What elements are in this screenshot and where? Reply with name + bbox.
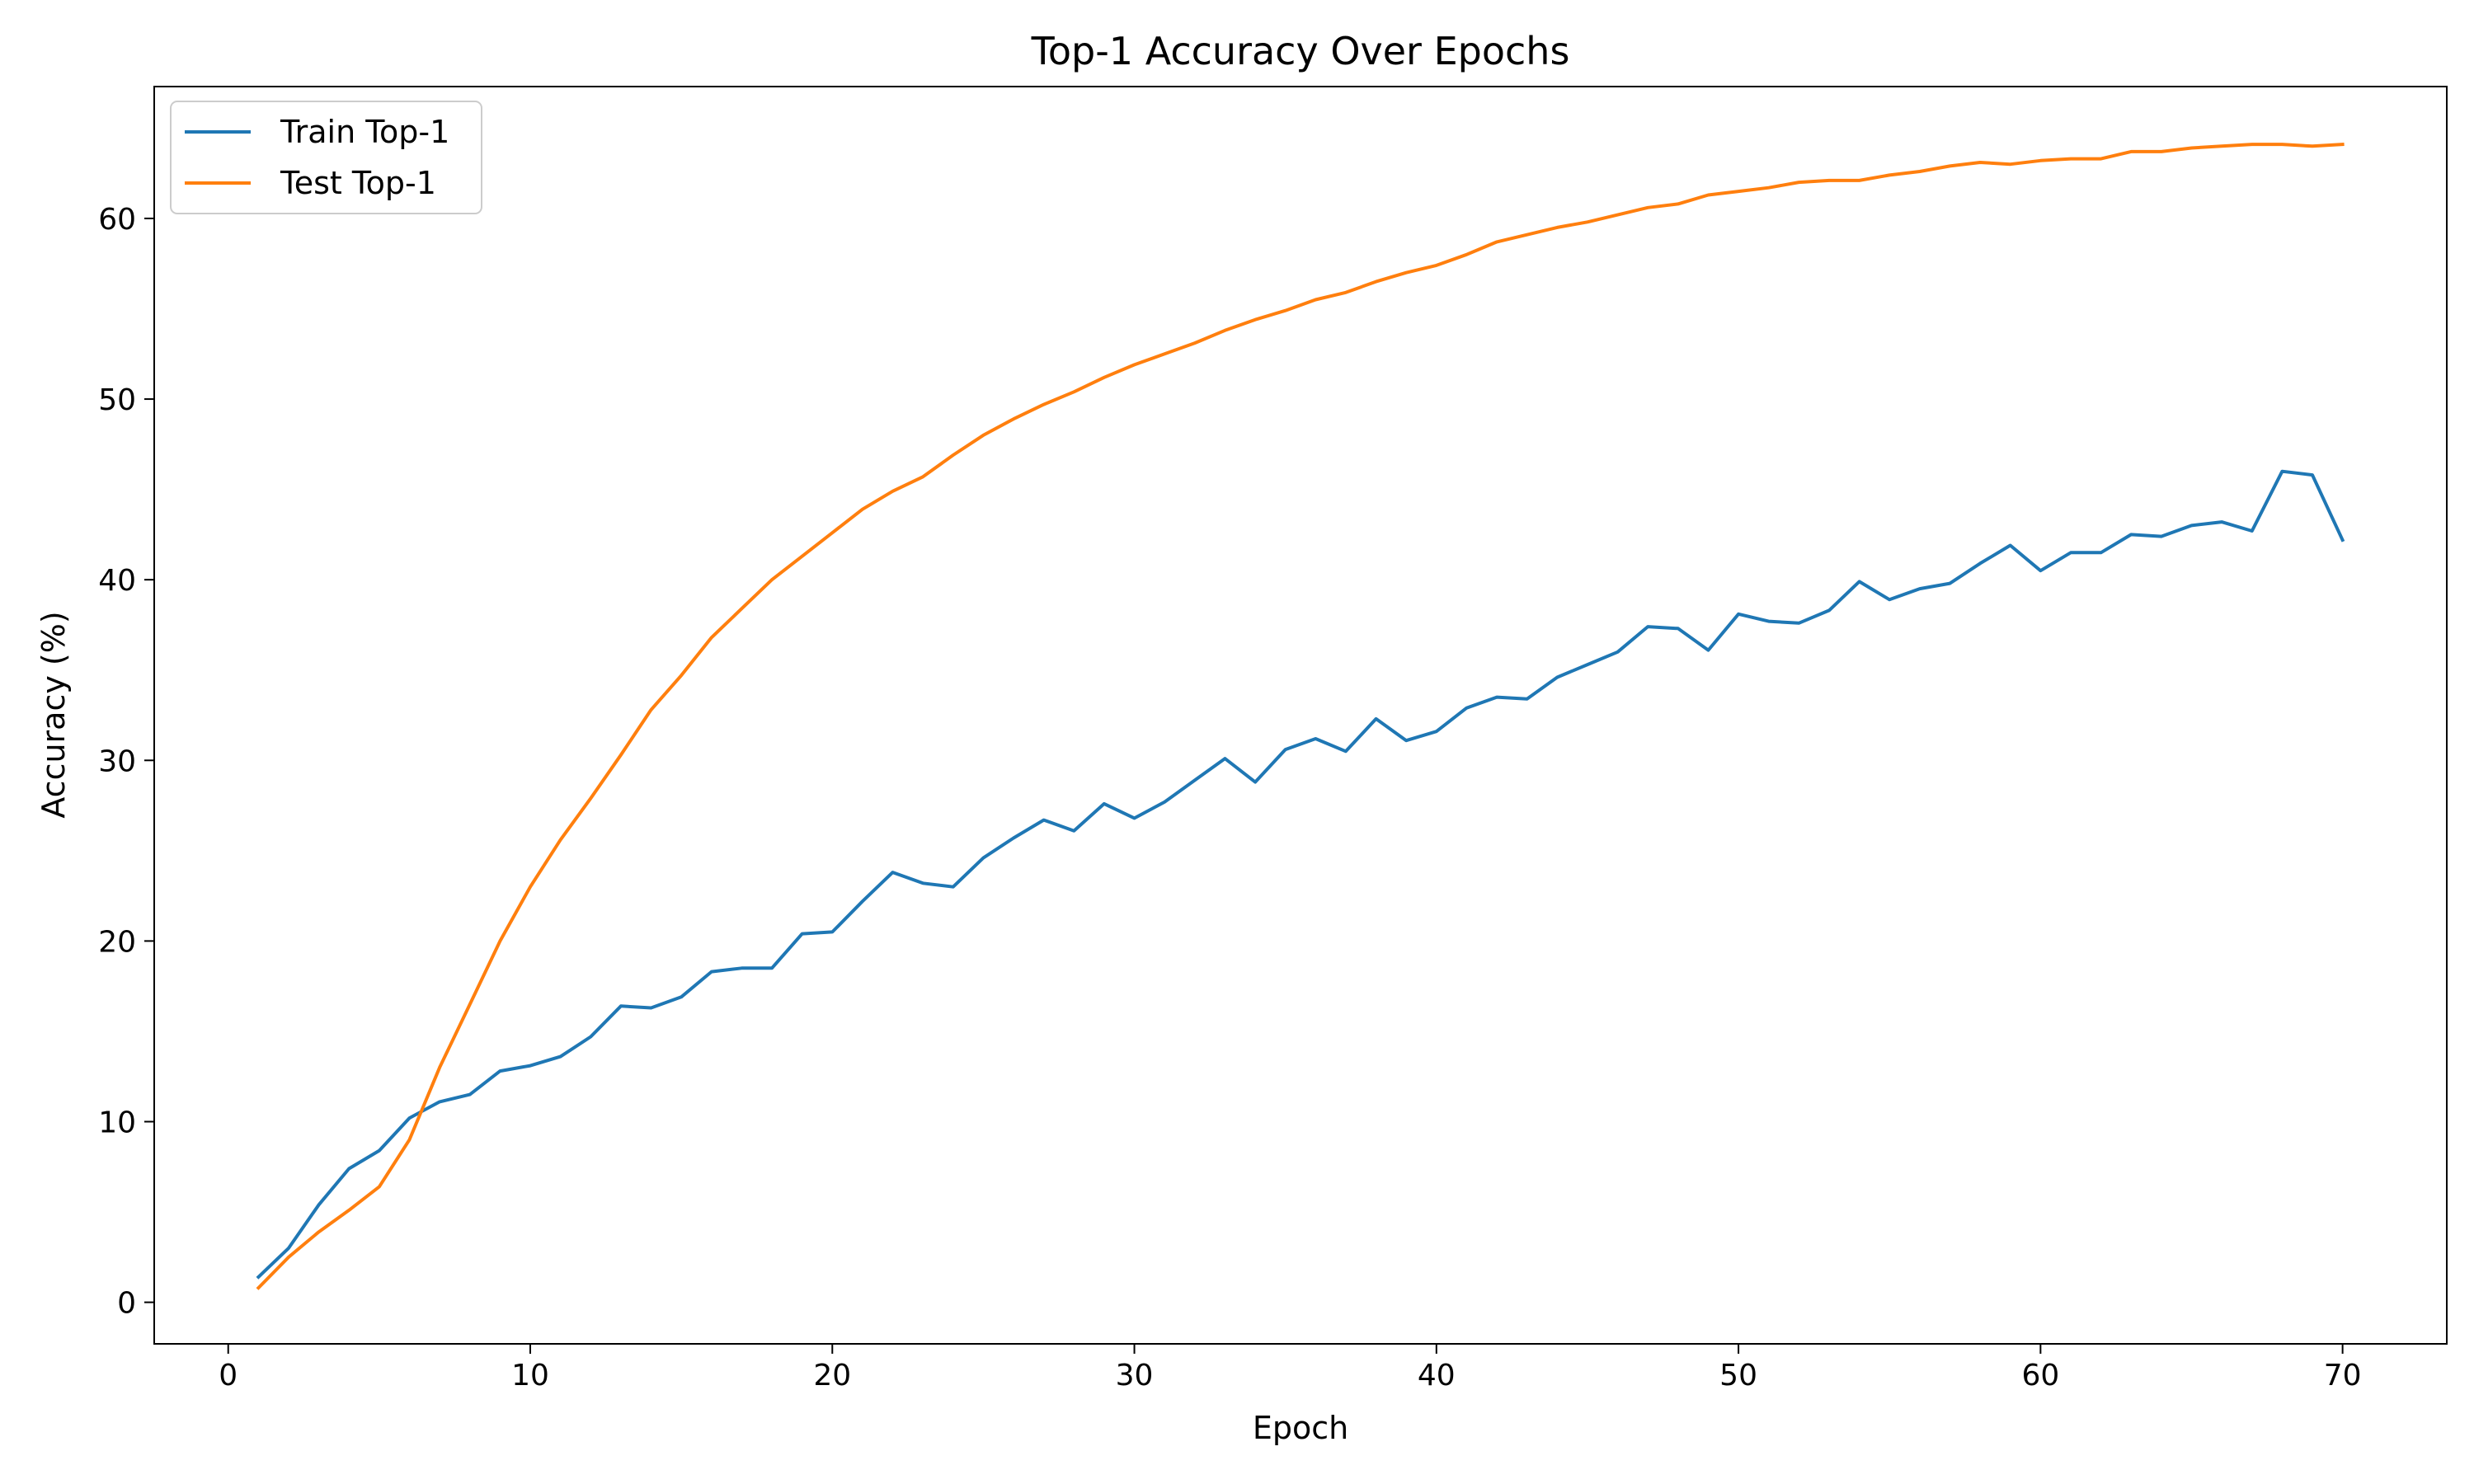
plot-area bbox=[153, 86, 2448, 1345]
y-tick-label: 30 bbox=[98, 744, 136, 778]
y-tick-label: 60 bbox=[98, 203, 136, 237]
plot-frame bbox=[153, 86, 2448, 1345]
legend-frame bbox=[170, 101, 482, 214]
series-layer bbox=[256, 142, 2345, 1290]
x-tick-label: 60 bbox=[2021, 1359, 2059, 1392]
x-axis: 0 10 20 30 40 50 60 70 bbox=[219, 1344, 2362, 1392]
y-axis-label: Accuracy (%) bbox=[35, 611, 72, 818]
x-axis-label: Epoch bbox=[1253, 1410, 1348, 1446]
x-tick-label: 30 bbox=[1116, 1359, 1154, 1392]
y-tick-label: 10 bbox=[98, 1106, 136, 1139]
y-tick-label: 20 bbox=[98, 925, 136, 959]
x-tick-label: 10 bbox=[511, 1359, 549, 1392]
x-tick-label: 40 bbox=[1418, 1359, 1456, 1392]
legend: Train Top-1 Test Top-1 bbox=[170, 101, 482, 214]
y-axis: 0 10 20 30 40 50 60 bbox=[98, 203, 154, 1321]
x-tick-label: 70 bbox=[2324, 1359, 2362, 1392]
x-tick-label: 0 bbox=[219, 1359, 238, 1392]
y-tick-label: 50 bbox=[98, 383, 136, 417]
legend-label-train-top-1: Train Top-1 bbox=[280, 114, 449, 150]
x-tick-label: 50 bbox=[1719, 1359, 1757, 1392]
chart-title: Top-1 Accuracy Over Epochs bbox=[1031, 29, 1570, 73]
series-line-train-top-1 bbox=[256, 469, 2345, 1280]
x-tick-label: 20 bbox=[813, 1359, 851, 1392]
legend-label-test-top-1: Test Top-1 bbox=[280, 165, 436, 201]
series-line-test-top-1 bbox=[256, 142, 2345, 1290]
y-tick-label: 40 bbox=[98, 564, 136, 598]
legend-items: Train Top-1 Test Top-1 bbox=[185, 114, 449, 201]
y-tick-label: 0 bbox=[117, 1287, 136, 1321]
